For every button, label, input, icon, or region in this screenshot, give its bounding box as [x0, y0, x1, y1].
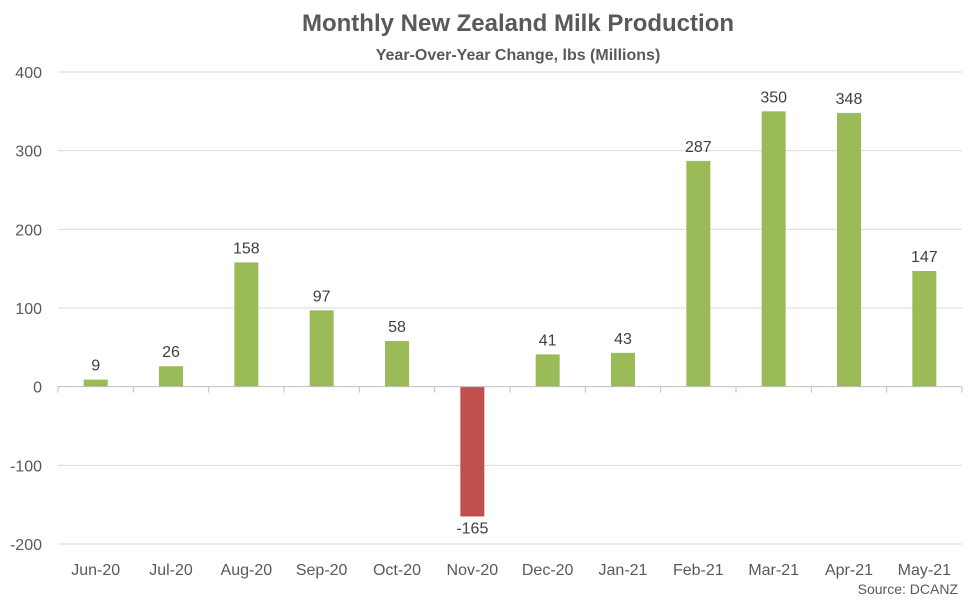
y-tick-label: 200 [15, 222, 42, 239]
data-label: 158 [233, 240, 260, 257]
x-tick-label: Mar-21 [748, 562, 799, 579]
x-tick-label: Sep-20 [296, 562, 348, 579]
data-label: -165 [456, 520, 488, 537]
y-tick-label: 0 [33, 380, 42, 397]
bar [912, 271, 937, 387]
bar [385, 341, 409, 387]
x-tick-label: Jul-20 [149, 562, 193, 579]
y-axis: -200 -100 0 100 200 300 400 [10, 65, 42, 554]
data-label: 97 [313, 288, 331, 305]
data-label: 287 [685, 139, 712, 156]
chart-subtitle: Year-Over-Year Change, lbs (Millions) [376, 47, 661, 64]
x-axis [57, 386, 963, 393]
x-tick-label: Aug-20 [221, 562, 273, 579]
y-tick-label: -100 [10, 458, 42, 475]
x-tick-label: Dec-20 [522, 562, 574, 579]
y-tick-label: 100 [15, 301, 42, 318]
y-tick-label: -200 [10, 537, 42, 554]
data-label: 58 [388, 319, 406, 336]
bar [686, 160, 711, 387]
bar [159, 366, 183, 387]
data-label: 147 [911, 249, 938, 266]
bars [83, 111, 937, 517]
bar [83, 379, 108, 387]
data-label: 26 [162, 344, 180, 361]
data-labels: 9 26 158 97 58 -165 41 43 287 350 348 147 [91, 89, 938, 537]
x-tick-label: Jan-21 [599, 562, 648, 579]
bar [837, 112, 861, 387]
y-tick-label: 400 [15, 65, 42, 82]
source-note: Source: DCANZ [858, 581, 959, 597]
x-tick-label: Feb-21 [673, 562, 724, 579]
x-tick-label: Oct-20 [373, 562, 421, 579]
bar [234, 262, 259, 387]
data-label: 350 [760, 89, 787, 106]
x-tick-label: Jun-20 [71, 562, 120, 579]
x-tick-label: May-21 [898, 562, 951, 579]
bar [535, 354, 560, 387]
y-tick-label: 300 [15, 144, 42, 161]
bar [309, 310, 334, 387]
data-label: 41 [539, 332, 557, 349]
x-tick-label: Apr-21 [825, 562, 873, 579]
chart-title: Monthly New Zealand Milk Production [302, 10, 734, 37]
data-label: 348 [836, 91, 863, 108]
data-label: 43 [614, 331, 632, 348]
bar [611, 352, 635, 387]
data-label: 9 [91, 358, 100, 375]
bar [761, 111, 786, 387]
bar [460, 386, 485, 517]
x-axis-labels: Jun-20 Jul-20 Aug-20 Sep-20 Oct-20 Nov-20 Dec-… [71, 562, 951, 579]
gridlines [58, 71, 962, 545]
x-tick-label: Nov-20 [447, 562, 499, 579]
